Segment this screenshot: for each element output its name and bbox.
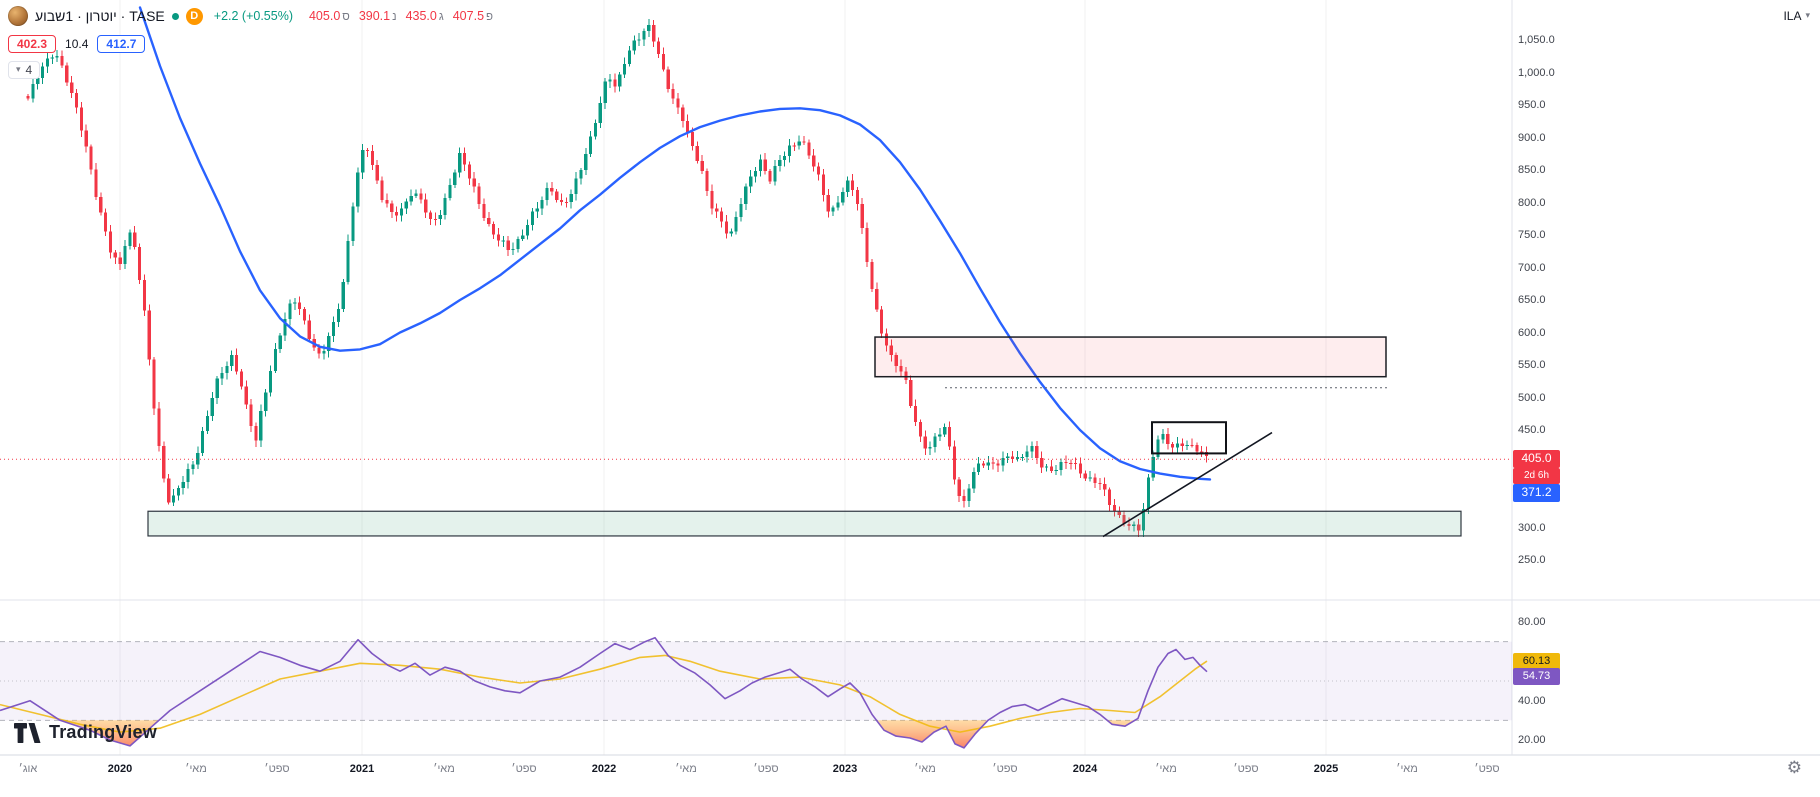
buy-price-button[interactable]: 412.7: [97, 35, 146, 53]
time-axis-label: ספט׳: [511, 763, 537, 775]
bar-countdown-tag: 2d 6h: [1513, 468, 1560, 484]
time-axis-label: ספט׳: [753, 763, 779, 775]
rsi-axis-label: 40.00: [1518, 694, 1546, 707]
logo-wordmark: TradingView: [49, 722, 157, 742]
indicators-collapse-button[interactable]: ▾ 4: [8, 61, 41, 79]
time-axis-label: מאי׳: [914, 763, 936, 775]
rsi-line: [0, 636, 1208, 749]
price-axis-label: 850.0: [1518, 164, 1546, 176]
price-axis-label: 750.0: [1518, 229, 1546, 241]
spread-value: 10.4: [65, 37, 89, 51]
market-status-dot-icon: [171, 12, 179, 20]
price-axis-label: 950.0: [1518, 99, 1546, 111]
ohlc-pair: 390.1 נ: [358, 9, 397, 23]
price-change: +2.2 (+0.55%): [213, 9, 293, 23]
ma-price-tag: 371.2: [1513, 484, 1560, 502]
time-axis-label: מאי׳: [1396, 763, 1418, 775]
price-axis-label: 450.0: [1518, 424, 1546, 436]
time-axis-label: ספט׳: [264, 763, 290, 775]
time-axis-label: 2020: [107, 763, 133, 775]
time-axis-label: ספט׳: [992, 763, 1018, 775]
ma-line: [138, 6, 1212, 481]
chevron-down-icon: ▾: [1805, 10, 1810, 21]
last-price-tag: 405.0: [1513, 450, 1560, 468]
sell-price-button[interactable]: 402.3: [8, 35, 57, 53]
price-axis-label: 500.0: [1518, 391, 1546, 404]
currency-label: ILA: [1783, 9, 1802, 23]
ohlc-pair: 435.0 ג: [405, 9, 444, 23]
rsi-oversold-fill: [878, 720, 988, 748]
settings-gear-icon[interactable]: ⚙: [1786, 758, 1802, 778]
rsi-value-tag: 54.73: [1513, 668, 1560, 685]
price-scale-currency-button[interactable]: ILA ▾: [1783, 9, 1810, 23]
rsi-ma-value-tag: 60.13: [1513, 653, 1560, 670]
demand-zone-rectangle: [147, 510, 1462, 537]
price-axis-label: 700.0: [1518, 261, 1546, 274]
price-axis-label: 300.0: [1518, 521, 1546, 534]
time-axis-label: 2023: [832, 763, 858, 775]
time-axis-label: 2021: [349, 763, 375, 775]
trendline: [1102, 431, 1273, 538]
rsi-oversold-fill: [62, 720, 160, 746]
ohlc-pair: 407.5 פ: [452, 9, 494, 23]
time-axis-label: מאי׳: [1155, 763, 1177, 775]
legend-row-objects: ▾ 4: [8, 61, 493, 79]
legend-row-quotes: 402.3 10.4 412.7: [8, 35, 493, 53]
collapsed-count: 4: [25, 63, 33, 77]
price-axis-label: 600.0: [1518, 326, 1546, 339]
tradingview-logo[interactable]: TradingView: [14, 722, 157, 743]
price-axis-label: 1,050.0: [1518, 34, 1555, 46]
ohlc-pair: 405.0 ס: [308, 9, 350, 23]
time-axis-label: מאי׳: [185, 763, 207, 775]
symbol-title[interactable]: יוטרון · 1שבוע · TASE: [35, 8, 165, 24]
price-axis-label: 550.0: [1518, 359, 1546, 371]
legend-row-main: יוטרון · 1שבוע · TASE D +2.2 (+0.55%) 40…: [8, 6, 493, 26]
symbol-legend: יוטרון · 1שבוע · TASE D +2.2 (+0.55%) 40…: [8, 6, 493, 79]
price-axis-label: 900.0: [1518, 131, 1546, 144]
time-axis-label: אוג׳: [18, 763, 38, 775]
time-axis-label: ספט׳: [1474, 763, 1500, 775]
time-axis-label: מאי׳: [433, 763, 455, 775]
time-axis-label: 2024: [1072, 763, 1098, 775]
chevron-down-icon: ▾: [16, 64, 21, 75]
rsi-axis-label: 80.00: [1518, 616, 1546, 628]
time-axis-label: 2025: [1313, 763, 1339, 775]
time-axis-label: ספט׳: [1233, 763, 1259, 775]
rsi-ma-line: [0, 654, 1208, 733]
delayed-data-badge: D: [185, 7, 203, 25]
time-axis-label: 2022: [591, 763, 617, 775]
price-axis-label: 250.0: [1518, 554, 1546, 566]
supply-zone-rectangle: [874, 336, 1387, 378]
rsi-axis-label: 20.00: [1518, 734, 1546, 746]
price-axis-label: 1,000.0: [1518, 66, 1555, 79]
price-axis-label: 650.0: [1518, 294, 1546, 306]
time-axis-label: מאי׳: [675, 763, 697, 775]
price-axis-label: 800.0: [1518, 196, 1546, 209]
year-gridlines: [119, 0, 1327, 755]
ohlc-values: 405.0 ס 390.1 נ 435.0 ג 407.5 פ: [300, 9, 493, 23]
candlestick-series: [26, 18, 1209, 538]
symbol-logo-icon: [8, 6, 28, 26]
tradingview-mark-icon: [14, 722, 41, 743]
consolidation-box: [1151, 421, 1227, 455]
